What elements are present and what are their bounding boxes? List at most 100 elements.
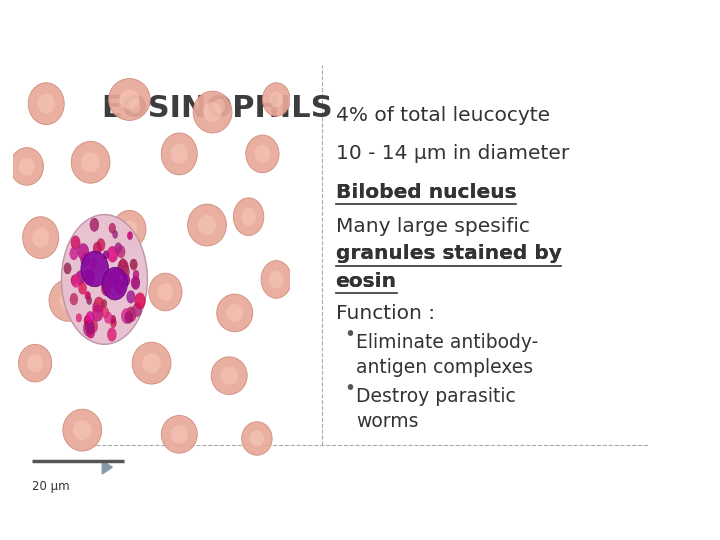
- Circle shape: [90, 258, 97, 269]
- Circle shape: [84, 315, 91, 326]
- Ellipse shape: [161, 415, 197, 453]
- Text: Bilobed nucleus: Bilobed nucleus: [336, 183, 516, 202]
- Text: Eliminate antibody-
antigen complexes: Eliminate antibody- antigen complexes: [356, 333, 539, 377]
- Ellipse shape: [10, 147, 43, 185]
- Ellipse shape: [233, 198, 264, 235]
- Ellipse shape: [49, 280, 88, 321]
- Circle shape: [107, 246, 118, 262]
- Ellipse shape: [27, 354, 43, 372]
- Circle shape: [117, 246, 125, 258]
- Text: granules stained by: granules stained by: [336, 245, 562, 264]
- Circle shape: [71, 275, 77, 285]
- Ellipse shape: [171, 426, 188, 443]
- Text: Function :: Function :: [336, 304, 435, 323]
- Circle shape: [118, 259, 128, 275]
- Circle shape: [114, 279, 124, 294]
- Circle shape: [86, 274, 92, 283]
- Circle shape: [78, 244, 89, 260]
- Circle shape: [86, 320, 94, 334]
- Circle shape: [71, 236, 80, 249]
- Circle shape: [70, 247, 78, 260]
- Circle shape: [84, 320, 94, 336]
- Ellipse shape: [262, 83, 290, 116]
- Ellipse shape: [22, 217, 59, 259]
- Circle shape: [126, 307, 136, 322]
- Circle shape: [135, 293, 145, 309]
- Ellipse shape: [198, 215, 216, 235]
- Ellipse shape: [226, 304, 243, 322]
- Ellipse shape: [254, 145, 271, 163]
- Text: 20 μm: 20 μm: [32, 481, 70, 494]
- Ellipse shape: [73, 420, 91, 440]
- Circle shape: [93, 242, 102, 255]
- Circle shape: [86, 297, 92, 305]
- Ellipse shape: [109, 78, 150, 120]
- Ellipse shape: [161, 133, 197, 175]
- Circle shape: [92, 302, 99, 312]
- Ellipse shape: [143, 353, 161, 373]
- Circle shape: [85, 271, 92, 282]
- Circle shape: [102, 281, 112, 296]
- Circle shape: [64, 263, 71, 274]
- Text: Many large spesific: Many large spesific: [336, 217, 529, 235]
- Circle shape: [87, 327, 95, 339]
- Circle shape: [70, 293, 78, 305]
- Ellipse shape: [120, 90, 140, 110]
- Circle shape: [133, 270, 139, 279]
- Circle shape: [110, 319, 117, 328]
- Circle shape: [86, 312, 94, 323]
- Circle shape: [103, 251, 109, 259]
- Circle shape: [109, 223, 116, 233]
- Ellipse shape: [113, 211, 146, 248]
- Text: EOSINOPHILS: EOSINOPHILS: [101, 94, 333, 123]
- Ellipse shape: [19, 345, 52, 382]
- Ellipse shape: [102, 267, 127, 300]
- Circle shape: [76, 314, 81, 322]
- Circle shape: [94, 297, 104, 313]
- Ellipse shape: [158, 283, 174, 301]
- Ellipse shape: [270, 91, 283, 107]
- Circle shape: [108, 272, 118, 287]
- Circle shape: [122, 266, 130, 278]
- Ellipse shape: [19, 158, 35, 176]
- Circle shape: [122, 274, 130, 286]
- Ellipse shape: [193, 91, 232, 133]
- Text: •: •: [344, 325, 355, 343]
- Ellipse shape: [122, 220, 138, 238]
- Circle shape: [122, 308, 131, 323]
- Ellipse shape: [250, 430, 264, 447]
- Text: •: •: [344, 379, 355, 398]
- Circle shape: [85, 292, 91, 300]
- Text: Bilobed nucleus: Bilobed nucleus: [336, 183, 516, 202]
- Circle shape: [102, 300, 107, 308]
- Circle shape: [90, 218, 99, 232]
- Ellipse shape: [261, 261, 292, 298]
- Ellipse shape: [71, 141, 110, 183]
- Circle shape: [110, 268, 120, 282]
- Ellipse shape: [37, 93, 55, 114]
- Ellipse shape: [171, 144, 188, 164]
- Ellipse shape: [81, 251, 109, 287]
- Ellipse shape: [59, 291, 78, 310]
- Ellipse shape: [246, 135, 279, 173]
- Circle shape: [125, 312, 132, 323]
- Text: 4% of total leucocyte: 4% of total leucocyte: [336, 106, 549, 125]
- Circle shape: [84, 269, 94, 285]
- Text: eosin: eosin: [336, 272, 397, 291]
- Ellipse shape: [269, 271, 284, 288]
- Ellipse shape: [241, 208, 256, 226]
- Text: eosin: eosin: [336, 272, 397, 291]
- Circle shape: [107, 328, 117, 341]
- Ellipse shape: [242, 422, 272, 455]
- Ellipse shape: [203, 102, 222, 122]
- Ellipse shape: [32, 227, 50, 248]
- Circle shape: [110, 315, 116, 323]
- Ellipse shape: [211, 357, 247, 395]
- Circle shape: [131, 276, 140, 289]
- Ellipse shape: [188, 204, 226, 246]
- Circle shape: [130, 259, 138, 270]
- Circle shape: [127, 232, 132, 240]
- Circle shape: [102, 307, 109, 318]
- Polygon shape: [102, 461, 112, 474]
- Ellipse shape: [81, 152, 100, 172]
